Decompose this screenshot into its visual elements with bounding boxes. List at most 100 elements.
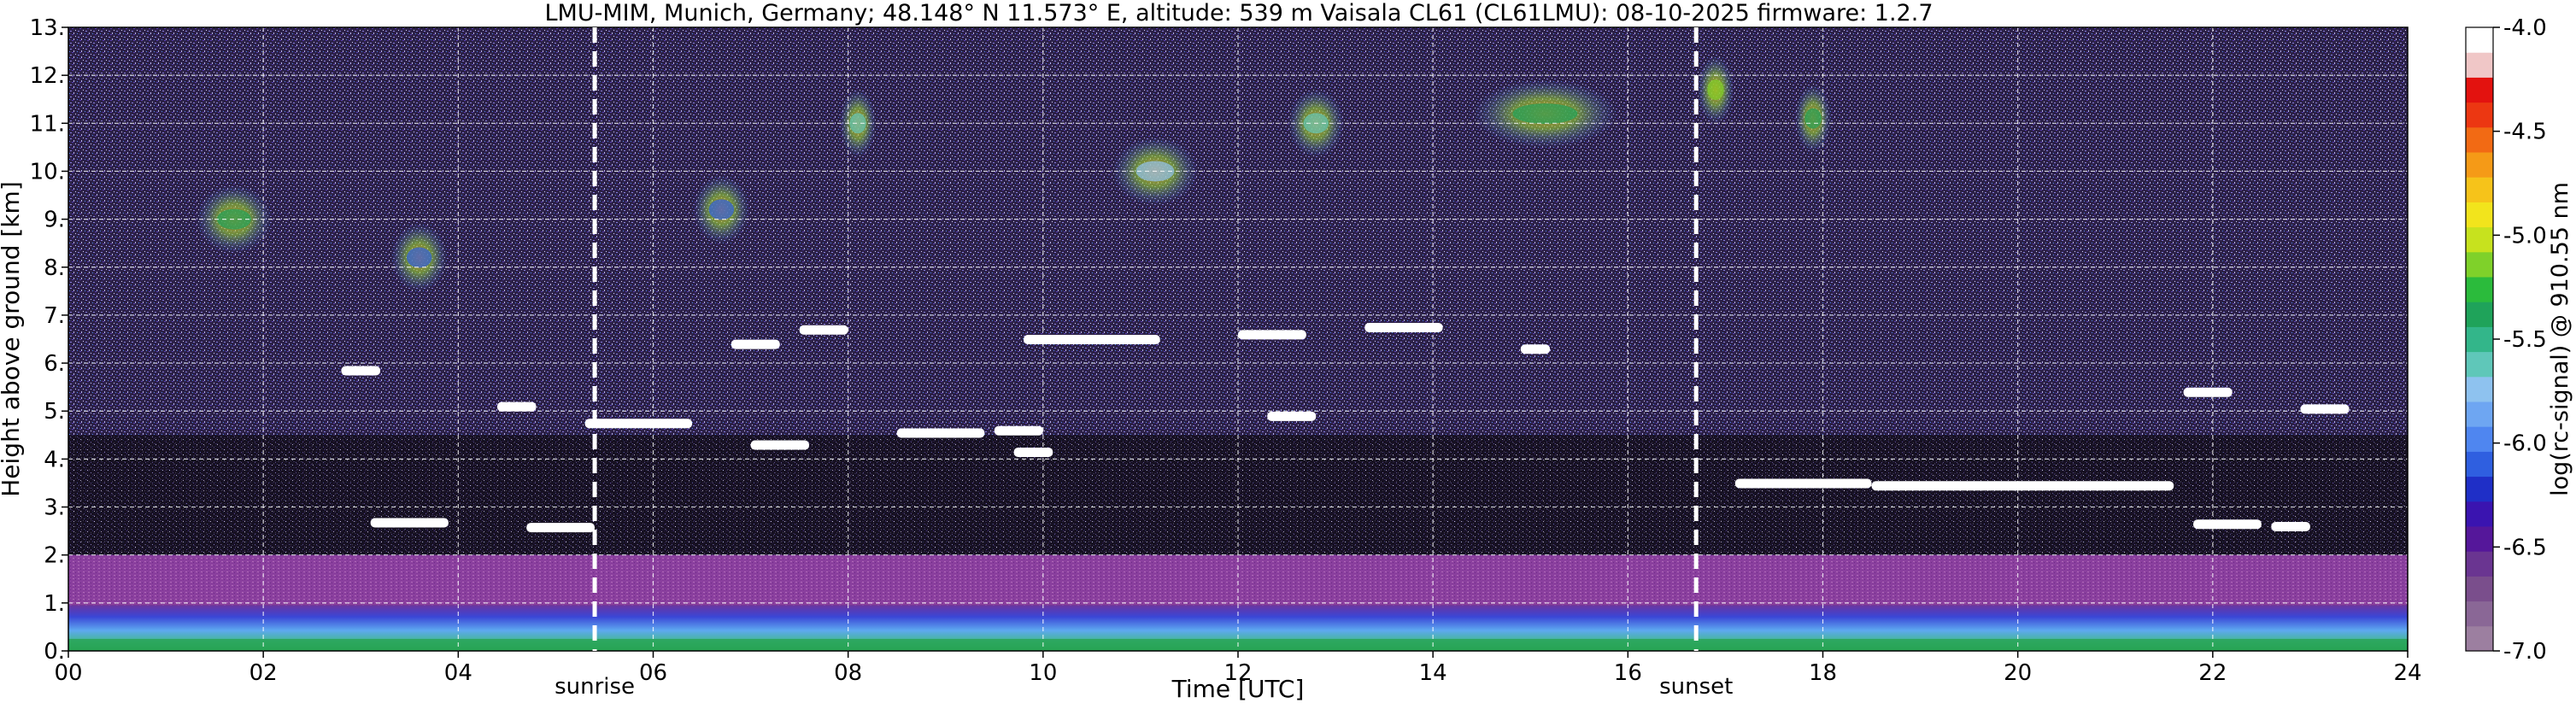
- colorbar-tick-label: -6.5: [2503, 535, 2547, 560]
- colorbar-segment: [2466, 601, 2493, 627]
- x-tick-label: 18: [1809, 660, 1837, 686]
- colorbar-segment: [2466, 625, 2493, 652]
- colorbar-segment: [2466, 351, 2493, 378]
- colorbar-segment: [2466, 152, 2493, 178]
- cirrus-core: [1804, 108, 1822, 129]
- cloud-layer: [799, 325, 848, 335]
- y-tick-label: 5.: [44, 399, 65, 425]
- colorbar-tick-label: -4.5: [2503, 120, 2547, 145]
- colorbar-segment: [2466, 476, 2493, 502]
- colorbar-segment: [2466, 77, 2493, 103]
- cloud-layer: [1238, 330, 1306, 340]
- cloud-layer: [1734, 478, 1872, 489]
- sun-annotations: sunrise sunset: [555, 27, 1733, 700]
- colorbar-segment: [2466, 526, 2493, 552]
- cloud-layer: [896, 428, 985, 438]
- colorbar-segment: [2466, 551, 2493, 577]
- cloud-layer: [2271, 522, 2310, 531]
- cloud-layer: [1267, 411, 1317, 421]
- y-tick-label: 6.: [44, 351, 65, 377]
- y-tick-label: 12.: [30, 63, 65, 89]
- cirrus-core: [708, 199, 735, 220]
- y-tick-label: 10.: [30, 159, 65, 185]
- y-tick-label: 8.: [44, 255, 65, 281]
- colorbar-segment: [2466, 226, 2493, 253]
- cloud-layer: [1871, 481, 2174, 491]
- cloud-layer: [1364, 322, 1443, 332]
- colorbar: -4.0 -4.5 -5.0 -5.5 -6.0 -6.5 -7.0: [2465, 15, 2547, 665]
- colorbar-segment: [2466, 102, 2493, 128]
- colorbar-tick-label: -5.5: [2503, 327, 2547, 353]
- cloud-layer: [994, 425, 1043, 436]
- x-tick-label: 06: [639, 660, 667, 686]
- y-tick-label: 2.: [44, 543, 65, 569]
- x-tick-label: 20: [2004, 660, 2032, 686]
- colorbar-segment: [2466, 202, 2493, 228]
- cirrus-core: [1707, 79, 1724, 100]
- y-axis-label: Height above ground [km]: [0, 181, 25, 497]
- cloud-layer: [341, 366, 381, 376]
- cirrus-core: [1512, 103, 1578, 125]
- x-tick-label: 16: [1614, 660, 1642, 686]
- colorbar-segment: [2466, 376, 2493, 402]
- x-tick-label: 24: [2393, 660, 2421, 686]
- x-tick-label: 14: [1419, 660, 1447, 686]
- x-tick-label: 08: [834, 660, 862, 686]
- x-tick-label: 10: [1029, 660, 1057, 686]
- annotation-label-sunset: sunset: [1659, 674, 1733, 700]
- colorbar-segment: [2466, 401, 2493, 427]
- colorbar-segment: [2466, 326, 2493, 353]
- cirrus-core: [849, 113, 866, 134]
- colorbar-segment: [2466, 126, 2493, 153]
- y-tick-label: 0.: [44, 639, 65, 665]
- colorbar-segment: [2466, 451, 2493, 478]
- cloud-layer: [1520, 344, 1551, 354]
- colorbar-tick-label: -6.0: [2503, 431, 2547, 457]
- chart-title: LMU-MIM, Munich, Germany; 48.148° N 11.5…: [544, 0, 1933, 26]
- cloud-layer: [750, 440, 810, 450]
- x-tick-label: 04: [444, 660, 472, 686]
- cloud-layer: [584, 419, 693, 429]
- y-axis: 0. 1. 2. 3. 4. 5. 6. 7. 8. 9. 10. 11. 12. 13.: [30, 15, 68, 665]
- colorbar-segment: [2466, 501, 2493, 527]
- cloud-layer: [2193, 519, 2262, 530]
- cloud-layer: [370, 518, 449, 528]
- colorbar-segment: [2466, 27, 2493, 53]
- y-tick-label: 1.: [44, 591, 65, 617]
- x-axis: 00 02 04 06 08 10 12 14 16 18 20 22 24: [54, 651, 2422, 686]
- colorbar-segment: [2466, 177, 2493, 202]
- colorbar-tick-label: -5.0: [2503, 223, 2547, 249]
- cirrus-core: [406, 247, 432, 268]
- cloud-layer: [1013, 447, 1053, 457]
- cloud-layer: [1024, 335, 1160, 344]
- x-axis-label: Time [UTC]: [1171, 675, 1305, 703]
- x-tick-label: 12: [1223, 660, 1252, 686]
- y-tick-label: 11.: [30, 111, 65, 137]
- y-tick-label: 13.: [30, 15, 65, 41]
- grid-lines: [68, 27, 2408, 651]
- cloud-layer: [526, 523, 596, 533]
- cloud-layer: [731, 339, 780, 349]
- x-tick-label: 22: [2198, 660, 2227, 686]
- colorbar-label: log(rc-signal) @ 910.55 nm: [2547, 182, 2573, 496]
- colorbar-segment: [2466, 302, 2493, 327]
- cloud-layer: [2183, 387, 2233, 397]
- colorbar-tick-label: -4.0: [2503, 15, 2547, 41]
- colorbar-tick-label: -7.0: [2503, 639, 2547, 665]
- annotation-label-sunrise: sunrise: [555, 674, 635, 700]
- colorbar-segment: [2466, 426, 2493, 452]
- colorbar-segment: [2466, 576, 2493, 602]
- cloud-layer: [496, 401, 537, 412]
- y-tick-label: 4.: [44, 447, 65, 472]
- colorbar-segment: [2466, 251, 2493, 278]
- y-tick-label: 3.: [44, 495, 65, 521]
- y-tick-label: 7.: [44, 303, 65, 329]
- x-tick-label: 00: [54, 660, 82, 686]
- colorbar-segment: [2466, 277, 2493, 302]
- x-tick-label: 02: [249, 660, 278, 686]
- y-tick-label: 9.: [44, 208, 65, 233]
- cloud-layer: [2300, 404, 2350, 414]
- colorbar-segment: [2466, 52, 2493, 78]
